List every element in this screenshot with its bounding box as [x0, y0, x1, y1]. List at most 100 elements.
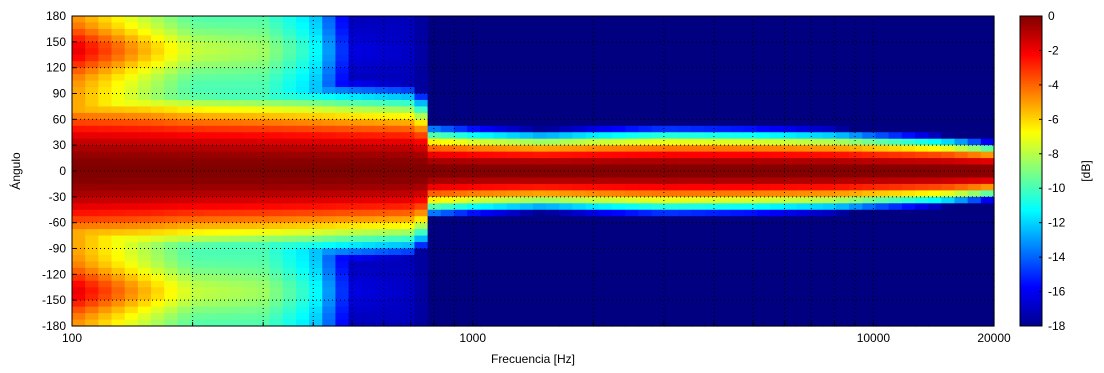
heatmap-cell [493, 274, 508, 282]
heatmap-cell [269, 190, 284, 198]
heatmap-cell [401, 242, 416, 250]
heatmap-cell [901, 41, 916, 49]
heatmap-cell [269, 54, 284, 62]
x-tick-label: 1000 [459, 331, 486, 345]
heatmap-cell [124, 267, 139, 275]
heatmap-cell [98, 254, 113, 263]
heatmap-cell [664, 54, 679, 62]
heatmap-cell [704, 177, 718, 185]
heatmap-cell [243, 280, 257, 288]
heatmap-cell [835, 254, 850, 263]
heatmap-cell [625, 28, 639, 36]
heatmap-cell [164, 16, 178, 24]
heatmap-cell [559, 293, 574, 301]
heatmap-cell [888, 209, 903, 217]
heatmap-cell [704, 28, 718, 36]
heatmap-cell [691, 132, 705, 140]
heatmap-cell [335, 28, 350, 36]
heatmap-cell [348, 125, 363, 133]
heatmap-cell [335, 196, 350, 204]
heatmap-cell [322, 74, 337, 82]
heatmap-cell [269, 254, 284, 263]
heatmap-cell [585, 319, 600, 327]
heatmap-cell [888, 16, 903, 24]
heatmap-cell [717, 16, 732, 24]
heatmap-cell [124, 125, 139, 133]
heatmap-cell [190, 48, 205, 56]
heatmap-cell [730, 261, 745, 269]
heatmap-cell [967, 313, 982, 321]
heatmap-cell [440, 151, 455, 159]
heatmap-cell [954, 287, 969, 295]
heatmap-cell [216, 196, 231, 204]
heatmap-cell [770, 242, 784, 250]
heatmap-cell [612, 203, 626, 211]
heatmap-cell [151, 119, 165, 127]
heatmap-cell [559, 177, 574, 185]
heatmap-cell [941, 80, 956, 88]
heatmap-cell [440, 235, 455, 243]
heatmap-cell [677, 22, 692, 30]
heatmap-cell [783, 132, 798, 140]
heatmap-cell [691, 267, 705, 275]
heatmap-cell [875, 287, 890, 295]
heatmap-cell [717, 54, 732, 62]
heatmap-cell [480, 119, 495, 127]
heatmap-cell [770, 267, 784, 275]
heatmap-cell [875, 229, 890, 237]
heatmap-cell [335, 209, 350, 217]
heatmap-cell [230, 313, 244, 321]
heatmap-cell [730, 41, 745, 49]
heatmap-cell [414, 28, 429, 36]
heatmap-cell [888, 67, 903, 75]
heatmap-cell [783, 280, 798, 288]
heatmap-cell [124, 22, 139, 30]
heatmap-cell [401, 300, 416, 308]
heatmap-cell [914, 274, 929, 282]
heatmap-cell [717, 209, 732, 217]
heatmap-cell [756, 203, 771, 211]
heatmap-cell [282, 306, 297, 314]
heatmap-cell [625, 61, 639, 69]
heatmap-cell [203, 28, 218, 36]
heatmap-cell [691, 54, 705, 62]
heatmap-cell [361, 138, 376, 146]
heatmap-cell [809, 93, 824, 101]
heatmap-cell [572, 35, 587, 43]
heatmap-cell [822, 177, 837, 185]
heatmap-cell [875, 267, 890, 275]
heatmap-cell [230, 41, 244, 49]
heatmap-cell [335, 229, 350, 237]
heatmap-cell [862, 74, 877, 82]
heatmap-cell [941, 158, 956, 166]
heatmap-cell [322, 287, 337, 295]
heatmap-cell [664, 280, 679, 288]
heatmap-cell [862, 267, 877, 275]
heatmap-cell [664, 125, 679, 133]
heatmap-cell [664, 203, 679, 211]
heatmap-cell [849, 248, 863, 256]
heatmap-cell [888, 132, 903, 140]
heatmap-cell [691, 67, 705, 75]
heatmap-cell [440, 293, 455, 301]
heatmap-cell [374, 138, 389, 146]
heatmap-cell [374, 145, 389, 153]
heatmap-cell [427, 132, 442, 140]
heatmap-cell [440, 261, 455, 269]
heatmap-cell [309, 22, 323, 30]
heatmap-cell [651, 151, 666, 159]
heatmap-cell [427, 196, 442, 204]
heatmap-cell [546, 61, 560, 69]
heatmap-cell [72, 242, 86, 250]
heatmap-cell [256, 293, 271, 301]
heatmap-cell [809, 183, 824, 191]
heatmap-cell [440, 145, 455, 153]
heatmap-cell [295, 132, 310, 140]
heatmap-cell [388, 177, 402, 185]
heatmap-cell [862, 229, 877, 237]
heatmap-cell [467, 319, 481, 327]
heatmap-cell [361, 93, 376, 101]
heatmap-cell [677, 280, 692, 288]
heatmap-cell [546, 87, 560, 95]
heatmap-cell [137, 112, 152, 120]
